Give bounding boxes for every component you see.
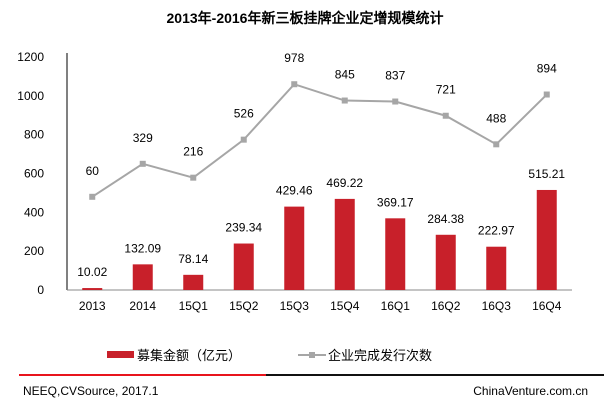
line-data-label: 894: [537, 62, 557, 76]
line-point: [291, 81, 298, 88]
y-tick-label: 800: [24, 128, 44, 142]
bar: [486, 246, 507, 290]
line-point: [89, 193, 96, 200]
bar-data-label: 222.97: [478, 224, 515, 238]
x-tick-label: 15Q2: [229, 299, 259, 313]
line-point: [190, 174, 197, 181]
line-point: [543, 91, 550, 98]
x-tick-label: 16Q1: [381, 299, 411, 313]
line-series: [91, 83, 548, 198]
y-tick-label: 600: [24, 167, 44, 181]
y-tick-label: 1000: [17, 89, 44, 103]
y-tick-label: 400: [24, 205, 44, 219]
footer-site-text: ChinaVenture.com.cn: [473, 384, 588, 398]
footer-site: ChinaVenture.com.cn: [473, 384, 588, 398]
x-tick-label: 15Q4: [330, 299, 360, 313]
x-tick-label: 2013: [79, 299, 106, 313]
bar-data-label: 369.17: [377, 195, 414, 209]
line-data-label: 721: [436, 83, 456, 97]
legend-line-label: 企业完成发行次数: [328, 348, 433, 363]
x-tick-label: 16Q3: [482, 299, 512, 313]
legend-line-swatch: [298, 351, 326, 358]
bar: [435, 234, 456, 290]
line-data-label: 216: [183, 145, 203, 159]
bar-data-label: 132.09: [124, 241, 161, 255]
bar: [183, 274, 204, 290]
bar-data-label: 78.14: [178, 252, 208, 266]
legend-bar-label: 募集金额（亿元）: [137, 348, 242, 363]
bar-data-label: 515.21: [528, 167, 565, 181]
bar: [536, 189, 557, 290]
chart-title: 2013年-2016年新三板挂牌企业定增规模统计: [166, 10, 444, 26]
bar-data-label: 429.46: [276, 184, 313, 198]
line-point: [493, 141, 500, 148]
line-point: [341, 97, 348, 104]
y-tick-label: 1200: [17, 50, 44, 64]
line-data-label: 845: [335, 68, 355, 82]
legend-item-bar: 募集金额（亿元）: [107, 345, 241, 364]
legend-bar-swatch: [107, 351, 134, 358]
bar: [284, 206, 305, 290]
bar: [385, 218, 406, 290]
line-data-label: 837: [385, 69, 405, 83]
bar: [233, 243, 254, 290]
footer-divider-red: [19, 374, 266, 376]
line-point: [392, 98, 399, 105]
y-tick-label: 200: [24, 244, 44, 258]
line-data-label: 488: [486, 111, 506, 125]
line-data-label: 329: [133, 131, 153, 145]
line-point: [240, 136, 247, 143]
line-data-label: 60: [86, 164, 100, 178]
bar-data-label: 284.38: [427, 212, 464, 226]
x-tick-label: 2014: [129, 299, 156, 313]
line-data-label: 978: [284, 51, 304, 65]
bar: [334, 198, 355, 290]
line-point: [139, 160, 146, 167]
x-tick-label: 16Q2: [431, 299, 461, 313]
line-data-label: 526: [234, 107, 254, 121]
x-tick-label: 16Q4: [532, 299, 562, 313]
bar-data-label: 10.02: [77, 265, 107, 279]
x-tick-label: 15Q1: [179, 299, 209, 313]
footer-source: NEEQ,CVSource, 2017.1: [23, 384, 159, 398]
line-point: [442, 112, 449, 119]
y-tick-label: 0: [37, 283, 44, 297]
bar: [132, 264, 153, 290]
bar-data-label: 469.22: [326, 176, 363, 190]
x-tick-label: 15Q3: [280, 299, 310, 313]
footer-divider-black: [266, 374, 604, 376]
bar: [82, 288, 103, 290]
bar-data-label: 239.34: [225, 221, 262, 235]
legend-item-line: 企业完成发行次数: [298, 345, 432, 364]
